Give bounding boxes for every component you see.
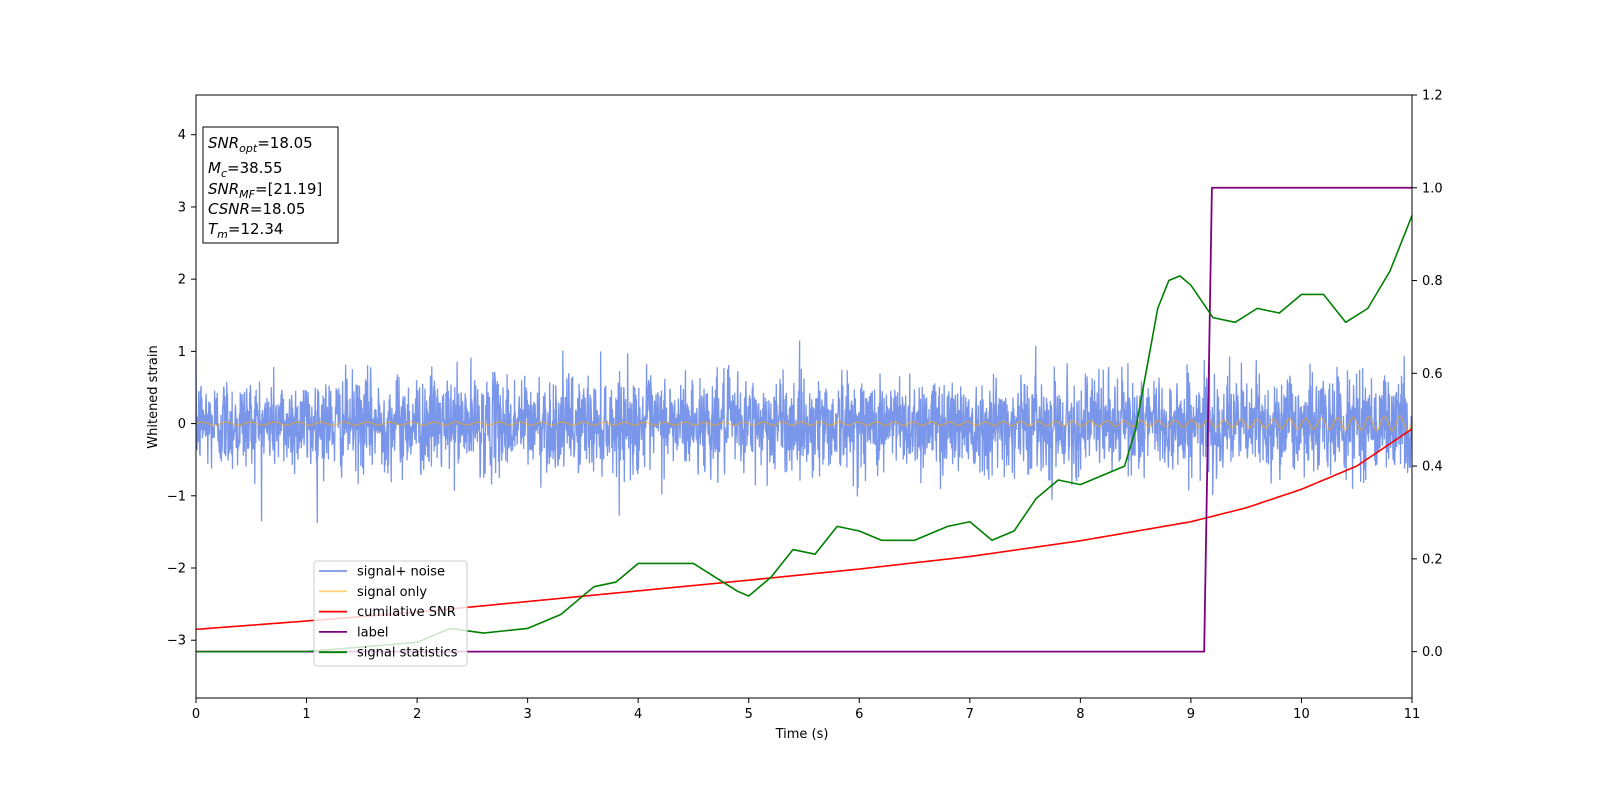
x-tick-label: 1 bbox=[302, 707, 310, 722]
legend: signal+ noise signal only cumilative SNR la… bbox=[313, 560, 468, 667]
x-axis: 0 1 2 3 4 5 6 7 8 9 10 11 bbox=[192, 698, 1420, 722]
plot-frame bbox=[195, 94, 1413, 699]
x-tick-label: 10 bbox=[1293, 707, 1310, 722]
y-tick-label: −2 bbox=[167, 562, 186, 577]
legend-label: signal+ noise bbox=[357, 565, 445, 580]
series-label bbox=[196, 186, 1412, 653]
series-signal-statistics bbox=[196, 215, 1412, 653]
y-right-tick-label: 0.2 bbox=[1422, 552, 1443, 567]
y-tick-label: −3 bbox=[167, 634, 186, 649]
y-right-tick-label: 1.2 bbox=[1422, 89, 1443, 104]
x-tick-label: 11 bbox=[1404, 707, 1421, 722]
y-right-tick-label: 1.0 bbox=[1422, 181, 1443, 196]
x-tick-label: 3 bbox=[523, 707, 531, 722]
x-tick-label: 7 bbox=[966, 707, 974, 722]
legend-label: signal only bbox=[357, 585, 427, 600]
x-tick-label: 2 bbox=[413, 707, 421, 722]
legend-label: cumilative SNR bbox=[357, 605, 456, 620]
x-axis-label: Time (s) bbox=[775, 727, 829, 742]
info-box: SNRopt=18.05 Mc=38.55 SNRMF=[21.19] CSNR… bbox=[202, 126, 339, 244]
legend-label: signal statistics bbox=[357, 646, 458, 661]
x-tick-label: 4 bbox=[634, 707, 642, 722]
y-tick-label: 3 bbox=[178, 200, 186, 215]
y-axis-label: Whitened strain bbox=[146, 345, 161, 448]
series-layer bbox=[196, 186, 1412, 653]
y-tick-label: 0 bbox=[178, 417, 186, 432]
legend-frame bbox=[313, 560, 468, 667]
y-tick-label: −1 bbox=[167, 489, 186, 504]
y-right-tick-label: 0.6 bbox=[1422, 367, 1443, 382]
legend-label: label bbox=[357, 625, 388, 640]
info-snr-opt: SNRopt=18.05 bbox=[208, 134, 313, 155]
x-tick-label: 5 bbox=[745, 707, 753, 722]
y-right-tick-label: 0.0 bbox=[1422, 645, 1443, 660]
y-axis-right: 0.0 0.2 0.4 0.6 0.8 1.0 1.2 bbox=[1412, 89, 1443, 660]
y-tick-label: 2 bbox=[178, 273, 186, 288]
x-tick-label: 0 bbox=[192, 707, 200, 722]
info-mc: Mc=38.55 bbox=[208, 159, 283, 180]
y-axis-left: −3 −2 −1 0 1 2 3 4 bbox=[167, 128, 196, 649]
series-signal-only bbox=[196, 415, 1412, 433]
y-right-tick-label: 0.4 bbox=[1422, 460, 1443, 475]
info-snr-mf: SNRMF=[21.19] bbox=[208, 180, 322, 201]
y-tick-label: 1 bbox=[178, 345, 186, 360]
info-tm: Tm=12.34 bbox=[208, 220, 283, 241]
info-box-frame bbox=[202, 126, 339, 244]
x-tick-label: 6 bbox=[855, 707, 863, 722]
x-tick-label: 8 bbox=[1076, 707, 1084, 722]
y-tick-label: 4 bbox=[178, 128, 186, 143]
x-tick-label: 9 bbox=[1187, 707, 1195, 722]
info-csnr: CSNR=18.05 bbox=[208, 200, 305, 218]
y-right-tick-label: 0.8 bbox=[1422, 274, 1443, 289]
